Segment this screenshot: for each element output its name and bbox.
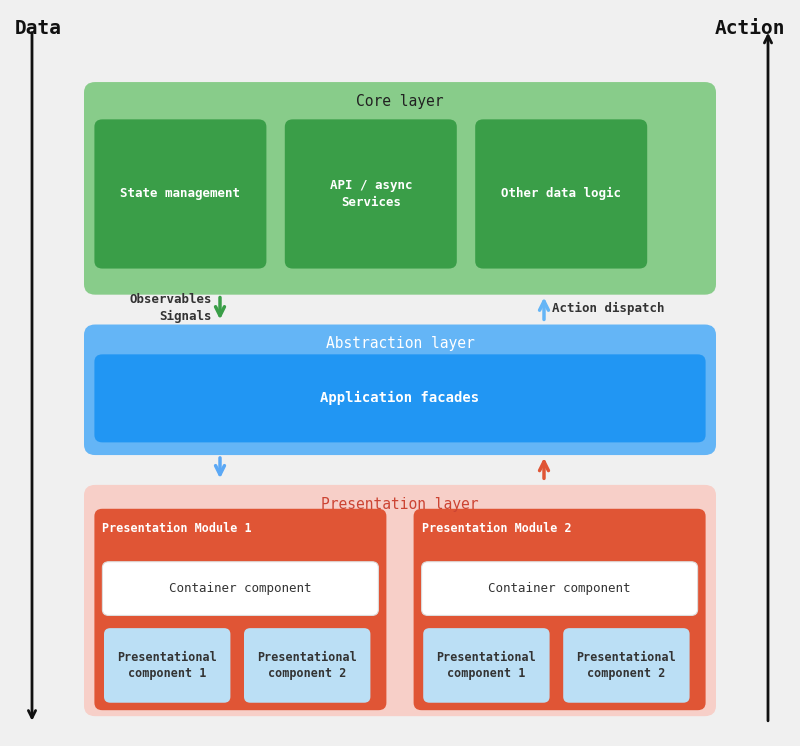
FancyBboxPatch shape — [422, 562, 698, 615]
Text: Data: Data — [14, 19, 62, 37]
FancyBboxPatch shape — [285, 119, 457, 269]
FancyBboxPatch shape — [244, 628, 370, 703]
Text: Container component: Container component — [488, 582, 631, 595]
Text: Presentational
component 1: Presentational component 1 — [437, 651, 536, 680]
Text: Core layer: Core layer — [356, 94, 444, 109]
Text: API / async
Services: API / async Services — [330, 179, 412, 209]
Text: Application facades: Application facades — [321, 392, 479, 405]
FancyBboxPatch shape — [102, 562, 378, 615]
FancyBboxPatch shape — [84, 485, 716, 716]
Text: Presentation Module 1: Presentation Module 1 — [102, 522, 252, 535]
Text: Presentation layer: Presentation layer — [322, 497, 478, 512]
Text: Presentational
component 2: Presentational component 2 — [258, 651, 357, 680]
FancyBboxPatch shape — [104, 628, 230, 703]
Text: Other data logic: Other data logic — [501, 187, 622, 201]
FancyBboxPatch shape — [423, 628, 550, 703]
Text: Action dispatch: Action dispatch — [552, 301, 665, 315]
Text: Presentation Module 2: Presentation Module 2 — [422, 522, 571, 535]
Text: Observables
Signals: Observables Signals — [130, 293, 212, 323]
FancyBboxPatch shape — [563, 628, 690, 703]
Text: State management: State management — [120, 187, 240, 201]
FancyBboxPatch shape — [84, 82, 716, 295]
Text: Container component: Container component — [169, 582, 312, 595]
Text: Abstraction layer: Abstraction layer — [326, 336, 474, 351]
FancyBboxPatch shape — [94, 119, 266, 269]
FancyBboxPatch shape — [475, 119, 647, 269]
Text: Action: Action — [715, 19, 786, 37]
Text: Presentational
component 2: Presentational component 2 — [577, 651, 676, 680]
FancyBboxPatch shape — [84, 325, 716, 455]
FancyBboxPatch shape — [414, 509, 706, 710]
FancyBboxPatch shape — [94, 509, 386, 710]
Text: Presentational
component 1: Presentational component 1 — [118, 651, 217, 680]
FancyBboxPatch shape — [94, 354, 706, 442]
